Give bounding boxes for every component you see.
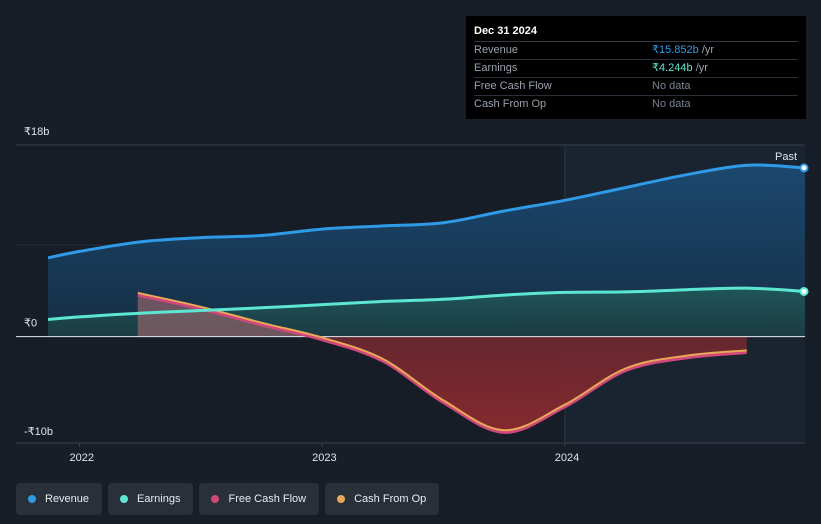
- earnings-line: [47, 286, 806, 321]
- legend-dot-icon: [120, 495, 129, 503]
- y-tick-label: ₹18b: [24, 126, 49, 138]
- revenue-end-point: [799, 163, 809, 173]
- tooltip-row-cash-from-op: Cash From Op No data: [474, 96, 798, 113]
- tooltip-row-free-cash-flow: Free Cash Flow No data: [474, 78, 798, 96]
- legend-label: Free Cash Flow: [228, 493, 307, 505]
- legend-item-cash-from-op[interactable]: Cash From Op: [325, 483, 440, 515]
- legend-label: Earnings: [137, 493, 181, 505]
- legend-dot-icon: [337, 495, 346, 503]
- past-label: Past: [775, 151, 797, 163]
- tooltip-row-value: No data: [652, 80, 691, 92]
- x-tick-label: 2022: [70, 452, 94, 464]
- tooltip-panel: Dec 31 2024 Revenue ₹15.852b /yr Earnings ₹…: [466, 16, 806, 119]
- legend-label: Revenue: [45, 493, 90, 505]
- legend-dot-icon: [28, 495, 36, 503]
- revenue-line: [47, 163, 806, 260]
- x-tick-label: 2023: [312, 452, 336, 464]
- cashflow-negative-area: [318, 336, 747, 431]
- legend-item-free-cash-flow[interactable]: Free Cash Flow: [199, 483, 320, 515]
- earnings-end-point: [799, 286, 809, 296]
- tooltip-row-revenue: Revenue ₹15.852b /yr: [474, 42, 798, 60]
- cashflow-positive-area: [137, 292, 747, 337]
- tooltip-row-label: Earnings: [474, 62, 518, 74]
- cash-from-op-line: [137, 291, 747, 432]
- tooltip-row-value: ₹4.244b /yr: [652, 62, 708, 74]
- legend: Revenue Earnings Free Cash Flow Cash From O…: [16, 483, 440, 515]
- legend-label: Cash From Op: [354, 493, 427, 505]
- legend-item-earnings[interactable]: Earnings: [108, 483, 194, 515]
- x-tick-label: 2024: [555, 452, 579, 464]
- legend-item-revenue[interactable]: Revenue: [16, 483, 103, 515]
- tooltip-row-label: Revenue: [474, 44, 519, 56]
- y-tick-label: -₹10b: [24, 426, 53, 438]
- tooltip-row-value: No data: [652, 98, 691, 110]
- tooltip-row-label: Cash From Op: [474, 98, 547, 110]
- tooltip-row-value: ₹15.852b /yr: [652, 44, 715, 56]
- tooltip-row-earnings: Earnings ₹4.244b /yr: [474, 60, 798, 78]
- free-cash-flow-line: [137, 293, 747, 434]
- legend-dot-icon: [211, 495, 220, 503]
- tooltip-row-label: Free Cash Flow: [474, 80, 552, 92]
- y-tick-label: ₹0: [24, 318, 37, 330]
- tooltip-date: Dec 31 2024: [474, 24, 798, 42]
